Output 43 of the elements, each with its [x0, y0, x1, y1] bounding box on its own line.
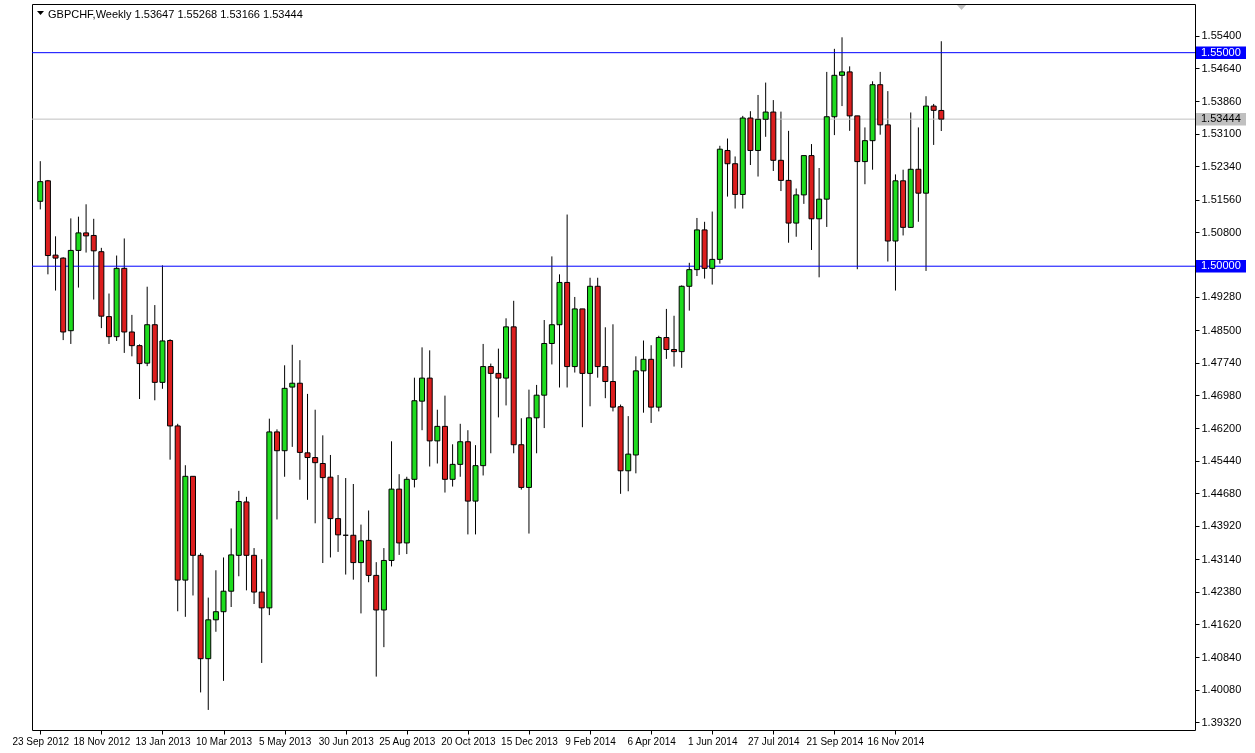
x-tick-label: 18 Nov 2012 — [73, 735, 131, 747]
y-tick-label: 1.40080 — [1201, 683, 1242, 696]
y-tick-label: 1.55400 — [1201, 29, 1242, 42]
x-tick-label: 10 Mar 2013 — [195, 735, 253, 747]
y-tick-label: 1.54640 — [1201, 61, 1242, 74]
y-tick-label: 1.39320 — [1201, 715, 1242, 728]
x-tick-label: 5 May 2013 — [258, 735, 312, 747]
y-tick-label: 1.47740 — [1201, 356, 1242, 369]
candlestick — [289, 344, 296, 448]
y-tick-label: 1.51560 — [1201, 193, 1242, 206]
x-tick-label: 16 Nov 2014 — [867, 735, 925, 747]
y-tick-label: 1.42380 — [1201, 585, 1242, 598]
x-tick-label: 15 Dec 2013 — [501, 735, 559, 747]
x-tick-label: 9 Feb 2014 — [565, 735, 617, 747]
y-tick-label: 1.48500 — [1201, 323, 1242, 336]
x-tick-label: 21 Sep 2014 — [806, 735, 864, 747]
y-tick-label: 1.46980 — [1201, 388, 1242, 401]
x-tick-label: 27 Jul 2014 — [747, 735, 801, 747]
y-tick-label: 1.46200 — [1201, 422, 1242, 434]
x-tick-label: 1 Jun 2014 — [687, 735, 738, 747]
chart-title: GBPCHF,Weekly 1.53647 1.55268 1.53166 1.53444 — [48, 8, 303, 20]
y-tick-label: 1.40840 — [1201, 650, 1242, 663]
x-tick-label: 30 Jun 2013 — [318, 735, 375, 747]
candlestick — [90, 218, 97, 301]
y-tick-label: 1.43140 — [1201, 552, 1242, 565]
y-tick-label: 1.53100 — [1201, 127, 1242, 140]
y-tick-label: 1.49280 — [1201, 290, 1242, 303]
ref-line-label: 1.55000 — [1201, 45, 1241, 58]
x-tick-label: 23 Sep 2012 — [12, 735, 70, 747]
y-tick-label: 1.43920 — [1201, 519, 1242, 532]
y-tick-label: 1.44680 — [1201, 486, 1242, 499]
ref-line-label: 1.53444 — [1201, 112, 1241, 125]
ref-line-label: 1.50000 — [1201, 259, 1241, 272]
y-tick-label: 1.45440 — [1201, 454, 1242, 467]
candlestick — [37, 160, 44, 210]
x-tick-label: 13 Jan 2013 — [135, 735, 191, 747]
y-tick-label: 1.41620 — [1201, 617, 1242, 630]
y-tick-label: 1.53860 — [1201, 94, 1242, 107]
x-tick-label: 6 Apr 2014 — [627, 735, 677, 747]
y-tick-label: 1.50800 — [1201, 225, 1242, 238]
y-tick-label: 1.52340 — [1201, 159, 1242, 172]
x-tick-label: 25 Aug 2013 — [379, 735, 436, 747]
x-tick-label: 20 Oct 2013 — [441, 735, 497, 747]
